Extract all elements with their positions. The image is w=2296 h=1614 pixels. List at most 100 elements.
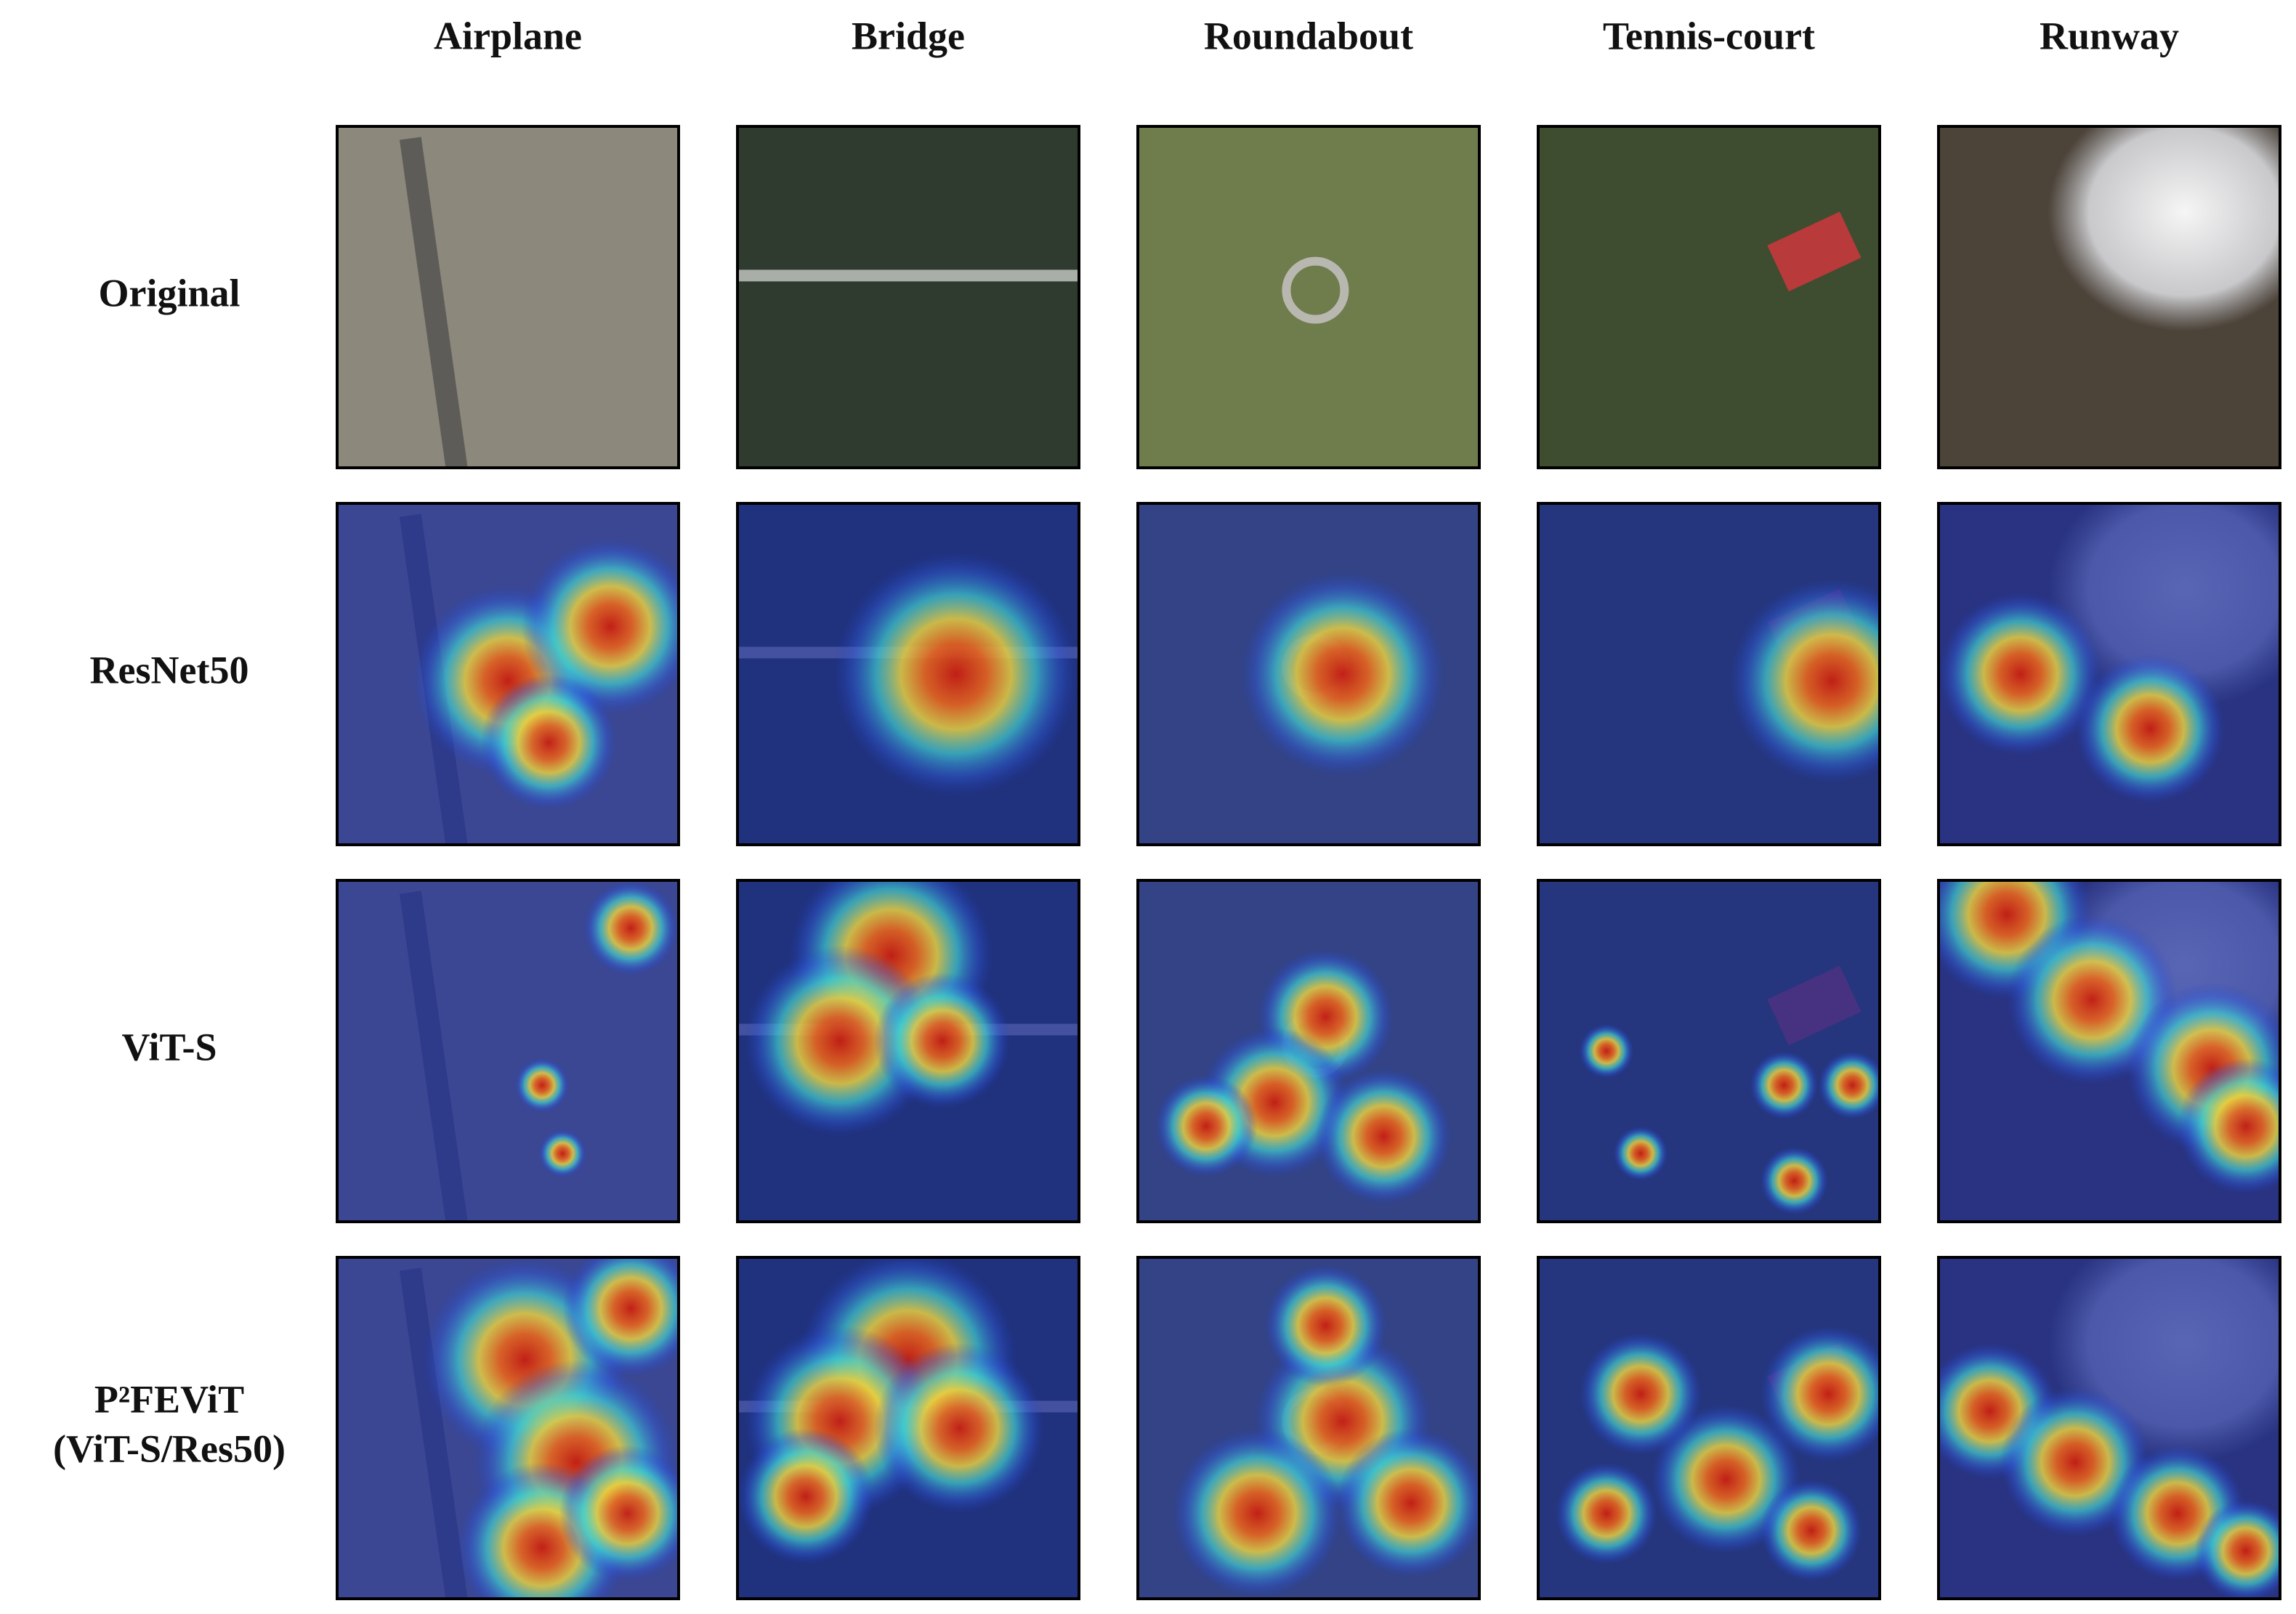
heat-blob [538, 1130, 587, 1177]
image-content [337, 880, 679, 1222]
image-border [1136, 125, 1481, 469]
image-cell [1537, 502, 1881, 846]
image-border [336, 879, 680, 1223]
image-border [336, 125, 680, 469]
image-cell [736, 125, 1080, 469]
heat-blob [562, 1257, 679, 1377]
image-content [1538, 126, 1880, 468]
heat-blob [1760, 1479, 1863, 1582]
image-content [1538, 1257, 1880, 1599]
image-cell [1537, 879, 1881, 1223]
image-border [336, 502, 680, 846]
image-cell [336, 502, 680, 846]
heat-blob [1335, 1428, 1479, 1578]
heat-blob [559, 1445, 679, 1582]
image-cell [736, 1256, 1080, 1600]
image-content [737, 1257, 1079, 1599]
heat-blob [833, 551, 1079, 798]
heat-blob [521, 538, 679, 715]
heat-blob [1818, 1051, 1880, 1119]
image-border [1937, 125, 2281, 469]
image-base [1538, 126, 1880, 468]
image-border [1937, 879, 2281, 1223]
image-base [737, 126, 1079, 468]
roundabout [1282, 256, 1349, 324]
heat-blob [874, 1342, 1045, 1514]
court [1767, 211, 1862, 292]
row-label: (ViT-S/Res50) [53, 1427, 286, 1470]
cloud [2048, 126, 2280, 331]
image-border [1537, 502, 1881, 846]
heat-blob [583, 880, 679, 976]
column-header: Tennis-court [1603, 14, 1815, 57]
heat-blob [2178, 1058, 2280, 1195]
image-content [337, 1257, 679, 1599]
heat-blob [1579, 1332, 1702, 1456]
image-base [337, 126, 679, 468]
heat-blob [1750, 1051, 1819, 1119]
row-label: ViT-S [121, 1025, 217, 1068]
image-cell [336, 1256, 680, 1600]
image-border [736, 1256, 1080, 1600]
heat-blob [1555, 1462, 1658, 1565]
image-content [737, 126, 1079, 468]
row-label: ResNet50 [90, 648, 249, 692]
image-border [1136, 879, 1481, 1223]
image-content [1138, 880, 1479, 1222]
bridge-deck [737, 269, 1079, 282]
image-cell [1937, 1256, 2281, 1600]
image-content [1939, 1257, 2280, 1599]
image-content [737, 880, 1079, 1222]
heat-blob [1729, 578, 1880, 784]
image-cell [1136, 879, 1481, 1223]
image-border [1937, 1256, 2281, 1600]
image-content [1939, 503, 2280, 845]
image-border [1537, 1256, 1881, 1600]
image-content [1939, 880, 2280, 1222]
column-header: Bridge [852, 14, 965, 57]
image-cell [336, 125, 680, 469]
image-border [1537, 879, 1881, 1223]
road [399, 137, 469, 468]
image-border [736, 879, 1080, 1223]
heat-blob [874, 972, 1011, 1109]
image-border [1537, 125, 1881, 469]
heat-blob [1760, 1146, 1829, 1215]
heat-blob [1315, 1068, 1452, 1205]
heat-blob [737, 1428, 874, 1565]
image-border [736, 502, 1080, 846]
heat-blob [1939, 592, 2103, 756]
heat-blob [1579, 1023, 1634, 1079]
image-cell [1136, 125, 1481, 469]
heat-blob [480, 674, 618, 811]
image-content [337, 126, 679, 468]
heat-blob [1172, 1428, 1343, 1599]
heat-blob [514, 1058, 570, 1113]
image-border [736, 125, 1080, 469]
image-border [336, 1256, 680, 1600]
image-content [1538, 503, 1880, 845]
image-content [1138, 1257, 1479, 1599]
image-cell [1136, 502, 1481, 846]
image-content [1939, 126, 2280, 468]
image-cell [1937, 125, 2281, 469]
image-border [1136, 502, 1481, 846]
column-header: Airplane [434, 14, 582, 57]
image-cell [1136, 1256, 1481, 1600]
heat-blob [2075, 653, 2226, 804]
column-header: Roundabout [1204, 14, 1413, 57]
heat-blob [1240, 572, 1445, 776]
heat-blob [1613, 1126, 1668, 1181]
image-cell [1937, 879, 2281, 1223]
image-cell [736, 879, 1080, 1223]
image-content [1538, 880, 1880, 1222]
image-content [737, 503, 1079, 845]
image-cell [736, 502, 1080, 846]
image-content [1138, 126, 1479, 468]
row-label: Original [98, 271, 240, 315]
heat-blob [2194, 1499, 2280, 1599]
image-cell [1537, 1256, 1881, 1600]
image-cell [1937, 502, 2281, 846]
column-header: Runway [2040, 14, 2179, 57]
